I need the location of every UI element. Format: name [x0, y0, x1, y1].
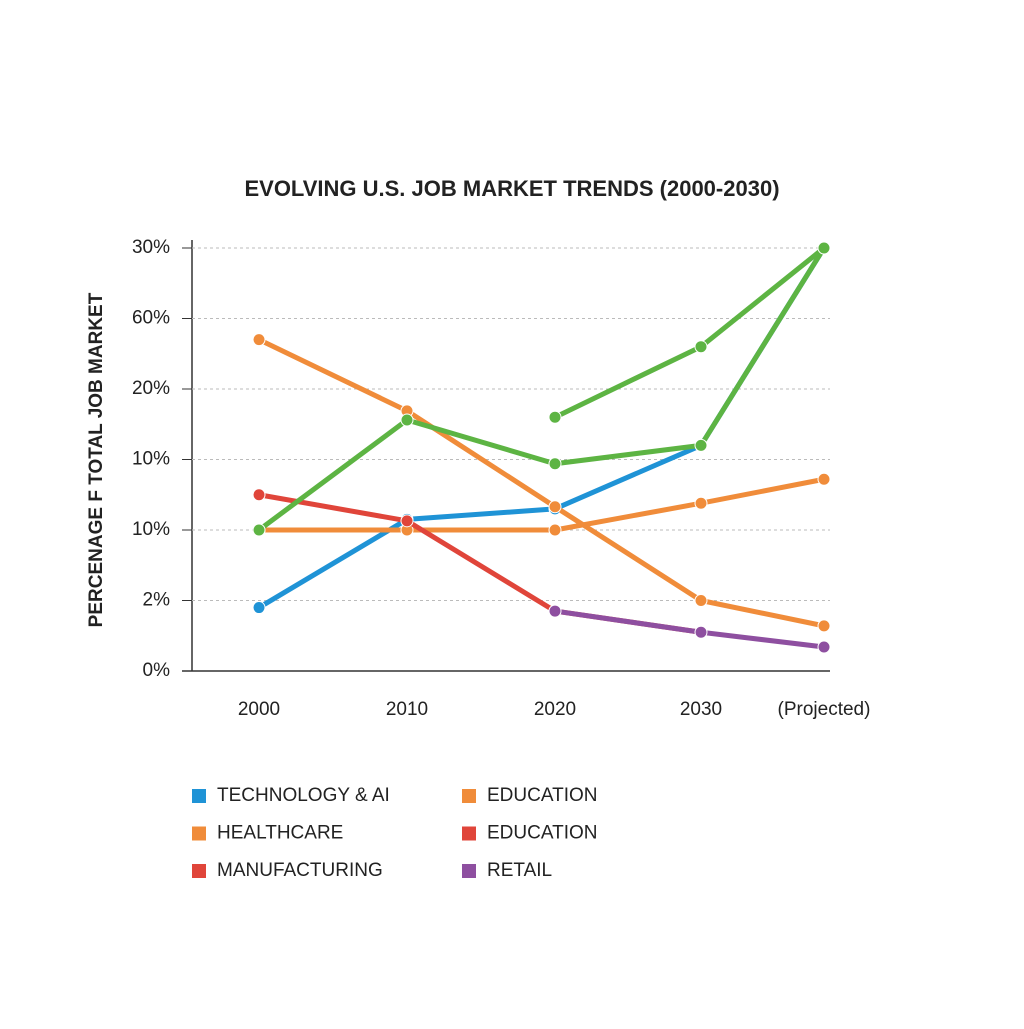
data-point [548, 457, 562, 471]
data-point [817, 472, 831, 486]
data-point [548, 500, 562, 514]
y-tick-label: 30% [132, 237, 170, 258]
y-axis-label: PERCENAGE F TOTAL JOB MARKET [86, 292, 107, 627]
series-line [259, 476, 825, 533]
y-tick-label: 10% [132, 519, 170, 540]
series-line [257, 246, 827, 610]
legend-label: EDUCATION [487, 785, 597, 806]
data-point [548, 523, 562, 537]
y-tick-label: 10% [132, 449, 170, 470]
x-tick-label: 2020 [534, 699, 576, 720]
legend-label: RETAIL [487, 860, 552, 881]
legend-label: TECHNOLOGY & AI [217, 785, 390, 806]
data-point [817, 241, 831, 255]
series-line [553, 246, 826, 420]
data-point [252, 601, 266, 615]
y-tick-label: 2% [143, 590, 171, 611]
chart-title: EVOLVING U.S. JOB MARKET TRENDS (2000-20… [244, 176, 779, 201]
legend-swatch [462, 826, 476, 841]
data-point [694, 496, 708, 510]
legend-label: HEALTHCARE [217, 823, 343, 844]
x-tick-label: 2010 [386, 699, 428, 720]
data-point [252, 523, 266, 537]
data-point [694, 594, 708, 607]
data-point [694, 625, 708, 639]
data-point [694, 340, 708, 354]
data-point [817, 640, 831, 654]
data-point [548, 604, 562, 618]
legend-label: MANUFACTURING [217, 860, 383, 881]
x-tick-label: (Projected) [778, 699, 871, 720]
data-point [694, 438, 708, 452]
x-tick-label: 2030 [680, 699, 722, 720]
y-tick-label: 60% [132, 308, 170, 329]
data-point [400, 413, 414, 427]
legend-swatch [192, 826, 206, 841]
x-tick-label: 2000 [238, 699, 280, 720]
y-tick-label: 20% [132, 378, 170, 399]
legend-swatch [192, 789, 206, 803]
legend-swatch [462, 864, 476, 878]
legend-swatch [462, 789, 476, 803]
data-point [252, 488, 266, 502]
data-point [817, 619, 831, 633]
y-tick-label: 0% [143, 660, 171, 681]
data-point [548, 410, 562, 424]
legend-swatch [192, 864, 206, 878]
data-point [400, 514, 414, 528]
data-point [252, 333, 266, 347]
legend-label: EDUCATION [487, 823, 597, 844]
